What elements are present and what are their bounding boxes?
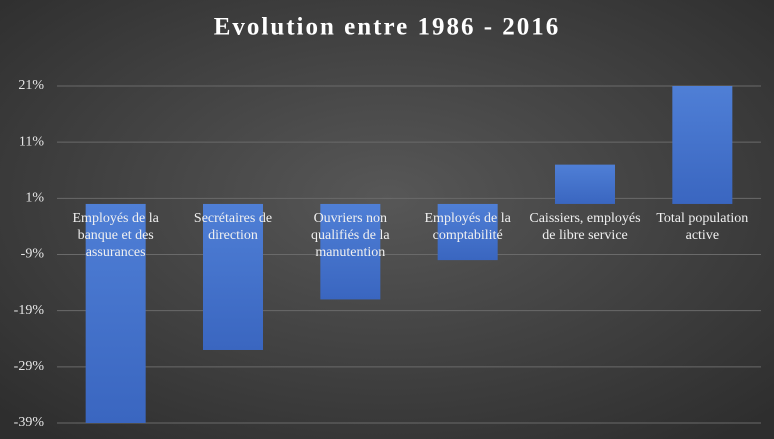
x-tick-label: Ouvriers non qualifiés de la manutention: [311, 210, 390, 260]
x-tick-label: Employés de la comptabilité: [424, 210, 511, 243]
y-tick-label: -9%: [21, 247, 45, 262]
x-tick-label: Secrétaires de direction: [193, 210, 273, 243]
y-tick-label: 1%: [25, 191, 44, 206]
chart-title: Evolution entre 1986 - 2016: [214, 14, 561, 41]
bar: [320, 203, 381, 300]
x-label-box: Employés de la banque et des assurances: [72, 210, 159, 260]
y-tick-label: -39%: [14, 415, 45, 430]
y-tick-label: -19%: [14, 303, 45, 318]
x-tick-label: Employés de la banque et des assurances: [72, 210, 159, 260]
x-label-box: Secrétaires de direction: [193, 210, 273, 243]
x-tick-label: Caissiers, employés de libre service: [529, 210, 641, 243]
x-label-box: Ouvriers non qualifiés de la manutention: [311, 210, 390, 260]
y-tick-label: 11%: [19, 134, 44, 149]
x-tick-label: Total population active: [656, 210, 749, 243]
x-label-box: Caissiers, employés de libre service: [529, 210, 641, 243]
bar: [672, 86, 733, 204]
y-tick-label: 21%: [18, 78, 44, 93]
bar: [437, 203, 498, 261]
y-tick-label: -29%: [14, 359, 45, 374]
bar: [203, 203, 263, 350]
bar: [555, 164, 615, 204]
x-label-box: Total population active: [656, 210, 749, 243]
x-label-box: Employés de la comptabilité: [424, 210, 511, 243]
bar: [85, 203, 146, 423]
